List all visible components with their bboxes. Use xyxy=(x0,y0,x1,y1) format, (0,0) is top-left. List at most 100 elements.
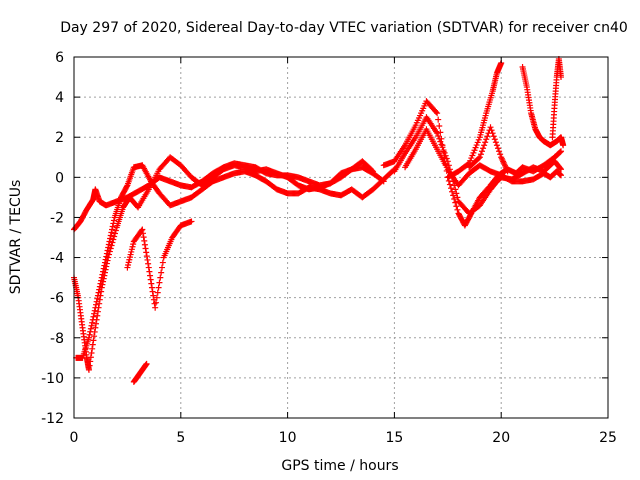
data-point xyxy=(92,324,99,331)
data-point xyxy=(440,147,447,154)
data-point xyxy=(148,284,155,291)
data-point xyxy=(478,148,485,155)
data-point xyxy=(86,331,93,338)
data-point xyxy=(468,155,475,162)
data-point xyxy=(99,271,106,278)
data-point xyxy=(151,300,158,307)
data-point xyxy=(488,127,495,134)
data-point xyxy=(100,268,107,275)
data-point xyxy=(492,139,499,146)
data-point xyxy=(90,337,97,344)
data-point xyxy=(91,310,98,317)
data-point xyxy=(441,149,448,156)
data-point xyxy=(125,261,132,268)
data-point xyxy=(143,360,150,367)
data-point xyxy=(94,308,101,315)
data-point xyxy=(493,142,500,149)
data-point xyxy=(152,304,159,311)
data-point xyxy=(558,166,565,173)
data-point xyxy=(103,250,110,257)
data-point xyxy=(109,223,116,230)
data-point xyxy=(91,333,98,340)
data-point xyxy=(103,253,110,260)
data-point xyxy=(448,185,455,192)
data-point xyxy=(496,148,503,155)
data-point xyxy=(87,358,94,365)
data-point xyxy=(467,157,474,164)
data-point xyxy=(556,149,563,156)
data-point xyxy=(110,236,117,243)
data-point xyxy=(141,241,148,248)
data-point xyxy=(107,235,114,242)
data-point xyxy=(102,256,109,263)
series-track-9 xyxy=(444,60,505,181)
data-point xyxy=(557,148,564,155)
data-point xyxy=(558,148,565,155)
data-point xyxy=(491,136,498,143)
data-point xyxy=(89,319,96,326)
data-point xyxy=(127,251,134,258)
series-track-11 xyxy=(519,64,567,149)
data-point xyxy=(89,316,96,323)
data-point xyxy=(147,276,154,283)
data-point xyxy=(157,274,164,281)
y-tick-labels: -12 -10 -8 -6 -4 -2 0 2 4 6 xyxy=(41,50,64,427)
data-point xyxy=(475,136,482,143)
y-tick-label: -6 xyxy=(50,291,64,307)
data-point xyxy=(110,220,117,227)
data-point xyxy=(140,234,147,241)
data-point xyxy=(143,253,150,260)
data-point xyxy=(433,108,440,115)
y-tick-label: 4 xyxy=(55,90,64,106)
data-point xyxy=(143,249,150,256)
data-point xyxy=(153,294,160,301)
data-point xyxy=(437,129,444,136)
data-point xyxy=(112,230,119,237)
data-point xyxy=(142,245,149,252)
y-tick-label: -10 xyxy=(41,371,64,387)
data-point xyxy=(144,256,151,263)
data-point xyxy=(108,229,115,236)
data-point xyxy=(471,147,478,154)
data-point xyxy=(470,149,477,156)
y-tick-label: -4 xyxy=(50,251,64,267)
data-point xyxy=(150,292,157,299)
series-track-12 xyxy=(549,56,565,141)
data-point xyxy=(129,243,136,250)
data-point xyxy=(558,172,565,179)
data-point xyxy=(111,233,118,240)
data-point xyxy=(449,188,456,195)
data-point xyxy=(106,238,113,245)
x-tick-label: 5 xyxy=(176,430,185,446)
data-point xyxy=(101,259,108,266)
data-point xyxy=(89,341,96,348)
data-point xyxy=(188,218,195,225)
data-point xyxy=(469,152,476,159)
data-point xyxy=(93,320,100,327)
data-point xyxy=(474,139,481,146)
data-point xyxy=(484,133,491,140)
data-point xyxy=(139,230,146,237)
data-point xyxy=(454,206,461,213)
data-point xyxy=(123,183,130,190)
data-point xyxy=(112,227,119,234)
data-point xyxy=(124,264,131,271)
x-tick-label: 20 xyxy=(492,430,510,446)
data-point xyxy=(130,241,137,248)
data-point xyxy=(473,142,480,149)
series-track-8 xyxy=(402,126,565,189)
data-point xyxy=(452,186,459,193)
plot-frame xyxy=(73,56,609,419)
data-point xyxy=(145,260,152,267)
data-point xyxy=(437,138,444,145)
data-point xyxy=(108,242,115,249)
data-point xyxy=(436,135,443,142)
data-point xyxy=(89,345,96,352)
data-point xyxy=(93,301,100,308)
data-point xyxy=(94,295,101,302)
data-point xyxy=(451,195,458,202)
x-tick-label: 10 xyxy=(279,430,297,446)
data-point xyxy=(85,334,92,341)
data-point xyxy=(139,226,146,233)
data-point xyxy=(98,277,105,284)
